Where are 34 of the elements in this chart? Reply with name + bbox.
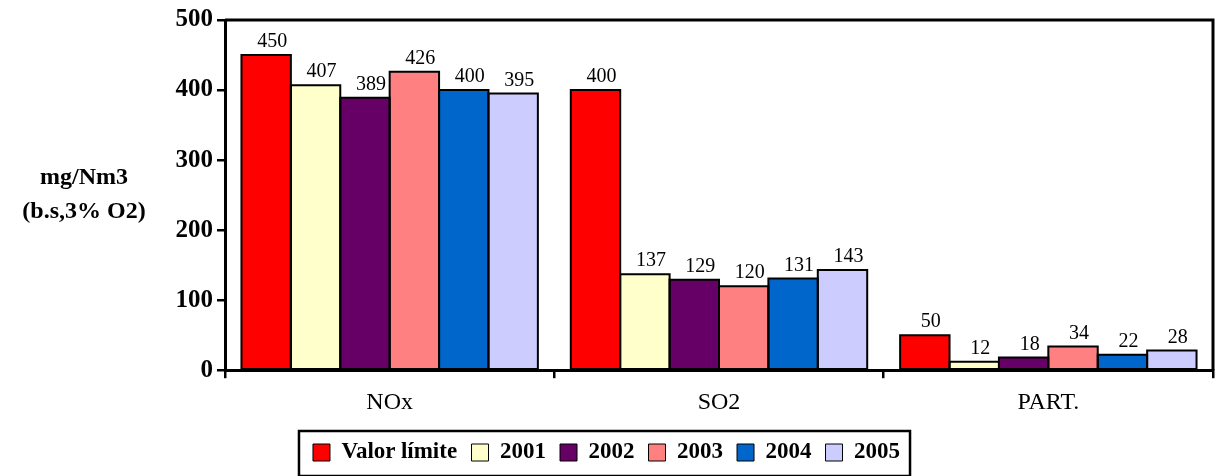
data-label: 400 — [454, 64, 485, 87]
data-label: 12 — [970, 336, 991, 359]
legend-label: 2002 — [588, 438, 635, 464]
data-label: 34 — [1069, 320, 1090, 343]
y-axis-title: mg/Nm3 (b.s,3% O2) — [22, 163, 146, 224]
data-label: 400 — [586, 64, 617, 87]
legend-label: 2001 — [500, 438, 547, 464]
x-tick-label: PART. — [1017, 387, 1080, 414]
legend-label: 2003 — [677, 438, 724, 464]
data-label: 395 — [504, 67, 535, 90]
y-tick-label: 300 — [175, 144, 213, 172]
legend-label: Valor límite — [341, 438, 458, 464]
y-tick-label: 200 — [175, 214, 213, 242]
legend-label: 2004 — [765, 438, 813, 464]
data-label: 129 — [685, 254, 716, 277]
data-label: 407 — [306, 59, 337, 82]
y-tick-label: 100 — [175, 284, 213, 312]
data-label: 18 — [1019, 331, 1040, 354]
y-tick-label: 400 — [175, 74, 213, 102]
data-label: 137 — [635, 248, 666, 271]
legend-label: 2005 — [854, 438, 901, 464]
data-label: 120 — [734, 260, 765, 283]
x-tick-label: SO2 — [697, 387, 741, 414]
data-label: 389 — [355, 71, 386, 94]
data-label: 28 — [1167, 324, 1188, 347]
data-label: 426 — [405, 46, 436, 69]
y-tick-label: 0 — [200, 354, 213, 382]
data-label: 50 — [920, 309, 941, 332]
x-tick-label: NOx — [366, 387, 413, 414]
y-tick-label: 500 — [175, 4, 213, 32]
data-label: 450 — [257, 29, 288, 52]
data-label: 22 — [1118, 329, 1139, 352]
data-label: 131 — [784, 252, 815, 275]
data-label: 143 — [833, 244, 864, 267]
